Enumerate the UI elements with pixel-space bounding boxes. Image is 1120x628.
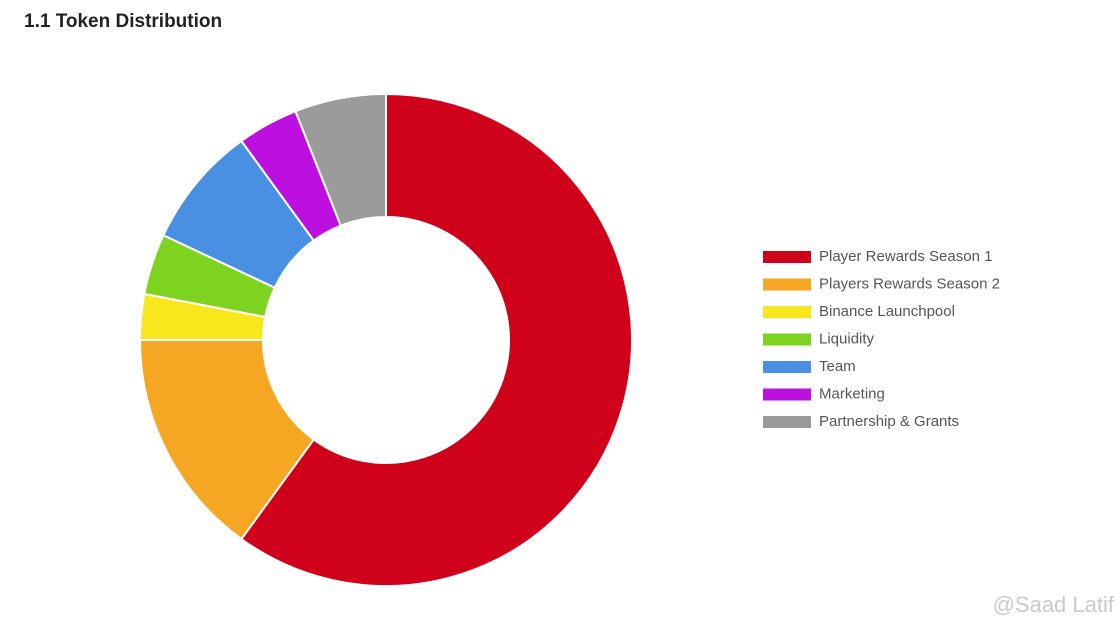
slice <box>240 92 633 587</box>
legend-label: Liquidity <box>819 330 875 347</box>
legend-swatch <box>763 306 811 318</box>
legend-label: Binance Launchpool <box>819 303 955 320</box>
legend-swatch <box>763 361 811 373</box>
legend-swatch <box>763 333 811 346</box>
legend-swatch <box>763 388 811 401</box>
legend-swatch <box>763 416 811 428</box>
legend-swatch <box>763 278 811 291</box>
legend-label: Marketing <box>819 385 885 402</box>
legend-label: Team <box>819 358 856 375</box>
chart-title: 1.1 Token Distribution <box>24 11 222 32</box>
legend-label: Player Rewards Season 1 <box>819 248 992 265</box>
legend-swatch <box>763 251 811 263</box>
legend-label: Partnership & Grants <box>819 413 959 430</box>
legend-label: Players Rewards Season 2 <box>819 275 1000 292</box>
watermark: @Saad Latif <box>993 592 1115 617</box>
slice <box>294 92 387 227</box>
slice <box>138 339 316 541</box>
